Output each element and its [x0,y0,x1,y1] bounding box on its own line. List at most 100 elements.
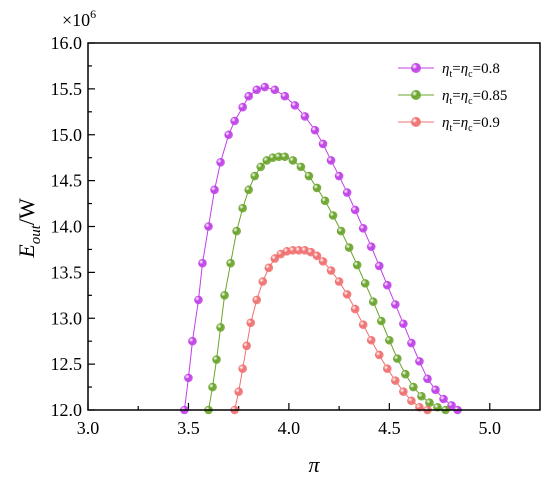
data-point [270,85,280,95]
data-point [238,102,247,112]
data-point [374,350,384,360]
x-tick-label: 4.5 [378,418,401,438]
data-point [296,162,306,172]
y-tick-label: 13.0 [51,308,83,328]
data-point [270,254,280,263]
legend-label: ηt=ηc=0.8 [442,61,500,80]
data-point [391,376,400,385]
data-point [391,300,400,309]
data-point [226,258,235,268]
legend-marker [411,117,421,127]
data-point [252,295,262,305]
data-point [208,382,217,392]
x-tick-label: 3.5 [177,418,200,438]
data-point [242,341,252,351]
data-point [423,374,432,384]
data-point [312,251,322,261]
data-point [447,401,456,410]
data-point [216,157,225,167]
legend: ηt=ηc=0.8 ηt=ηc=0.85 ηt=ηc=0.9 [398,61,507,134]
y-tick-label: 14.0 [51,217,83,237]
data-point [383,364,392,374]
data-point [439,394,448,404]
x-tick-label: 3.0 [77,418,100,438]
data-point [417,391,426,401]
data-point [198,258,207,268]
data-point [238,203,247,213]
data-point [358,320,368,329]
data-point [326,266,336,275]
data-point [210,185,219,195]
data-point [280,91,290,101]
data-point [399,387,408,396]
legend-marker [411,63,421,73]
data-point [184,373,193,383]
data-point [366,335,376,345]
data-point [360,279,370,288]
data-point [280,152,290,162]
data-point [352,260,362,270]
data-point [328,211,338,220]
y-tick-label: 13.5 [51,262,83,282]
data-point [204,222,213,231]
data-point [374,261,384,271]
data-point [300,112,310,121]
y-tick-label: 12.0 [51,400,83,420]
data-point [232,226,241,236]
y-multiplier: ×106 [62,7,96,30]
x-tick-label: 4.0 [278,418,301,438]
data-point [318,257,328,266]
data-point [224,130,233,140]
data-point [288,246,298,255]
legend-label: ηt=ηc=0.9 [442,115,500,134]
data-point [393,354,402,363]
data-point [260,82,270,92]
data-point [350,304,360,314]
data-point [368,297,378,307]
data-point [366,242,376,251]
data-point [258,277,268,286]
data-point [320,196,330,206]
data-point [415,357,424,366]
data-point [244,185,254,195]
data-point [230,116,239,126]
data-point [342,290,352,299]
data-point [246,318,256,328]
data-point [336,226,346,236]
data-point [401,369,410,379]
legend-marker [411,90,421,100]
data-point [318,139,328,149]
x-tick-label: 5.0 [479,418,502,438]
data-point [344,243,354,252]
data-point [250,171,260,181]
data-point [383,280,392,290]
data-point [234,387,243,396]
y-tick-label: 14.5 [51,171,83,191]
data-point [294,246,304,255]
data-point [274,152,284,162]
legend-label: ηt=ηc=0.85 [442,88,507,107]
data-point [425,398,434,407]
data-point [326,156,336,165]
data-point [188,336,197,346]
data-point [334,171,344,181]
data-point [407,338,416,348]
data-point [304,171,314,181]
data-point [342,188,352,197]
data-point [310,125,320,135]
y-axis-title: Eout/W [14,198,44,259]
data-point [244,91,254,101]
data-point [256,162,266,172]
data-point [194,295,203,305]
data-point [350,205,360,215]
data-point [288,156,298,165]
data-point [399,319,408,329]
data-point [407,396,416,406]
data-point [334,277,344,286]
data-point [409,382,418,392]
data-point [264,263,274,273]
data-point [358,224,368,233]
x-axis-title: π [308,452,320,477]
data-point [385,335,394,345]
